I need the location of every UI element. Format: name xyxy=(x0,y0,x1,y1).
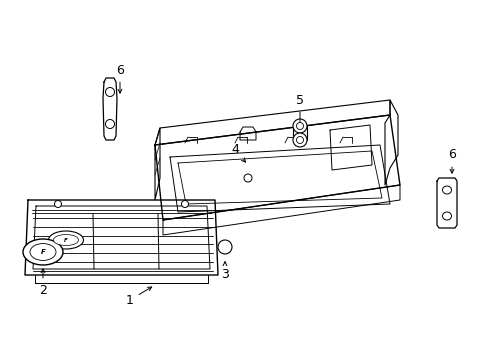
Ellipse shape xyxy=(23,239,63,265)
Text: 4: 4 xyxy=(231,144,245,162)
Ellipse shape xyxy=(296,136,303,144)
Text: F: F xyxy=(64,238,68,243)
Text: 3: 3 xyxy=(221,262,228,282)
Text: 5: 5 xyxy=(295,94,304,128)
Ellipse shape xyxy=(296,122,303,130)
Ellipse shape xyxy=(30,244,56,260)
Ellipse shape xyxy=(292,119,306,133)
Ellipse shape xyxy=(105,120,114,129)
Ellipse shape xyxy=(181,201,188,207)
Ellipse shape xyxy=(442,186,450,194)
Text: 1: 1 xyxy=(126,287,151,306)
Text: 2: 2 xyxy=(39,269,47,297)
Text: 6: 6 xyxy=(447,148,455,173)
Ellipse shape xyxy=(48,231,83,249)
Ellipse shape xyxy=(292,133,306,147)
Text: F: F xyxy=(41,249,45,255)
Ellipse shape xyxy=(218,240,231,254)
Ellipse shape xyxy=(54,201,61,207)
Text: 6: 6 xyxy=(116,63,123,93)
Ellipse shape xyxy=(244,174,251,182)
Ellipse shape xyxy=(53,234,79,246)
Ellipse shape xyxy=(105,87,114,96)
Ellipse shape xyxy=(442,212,450,220)
